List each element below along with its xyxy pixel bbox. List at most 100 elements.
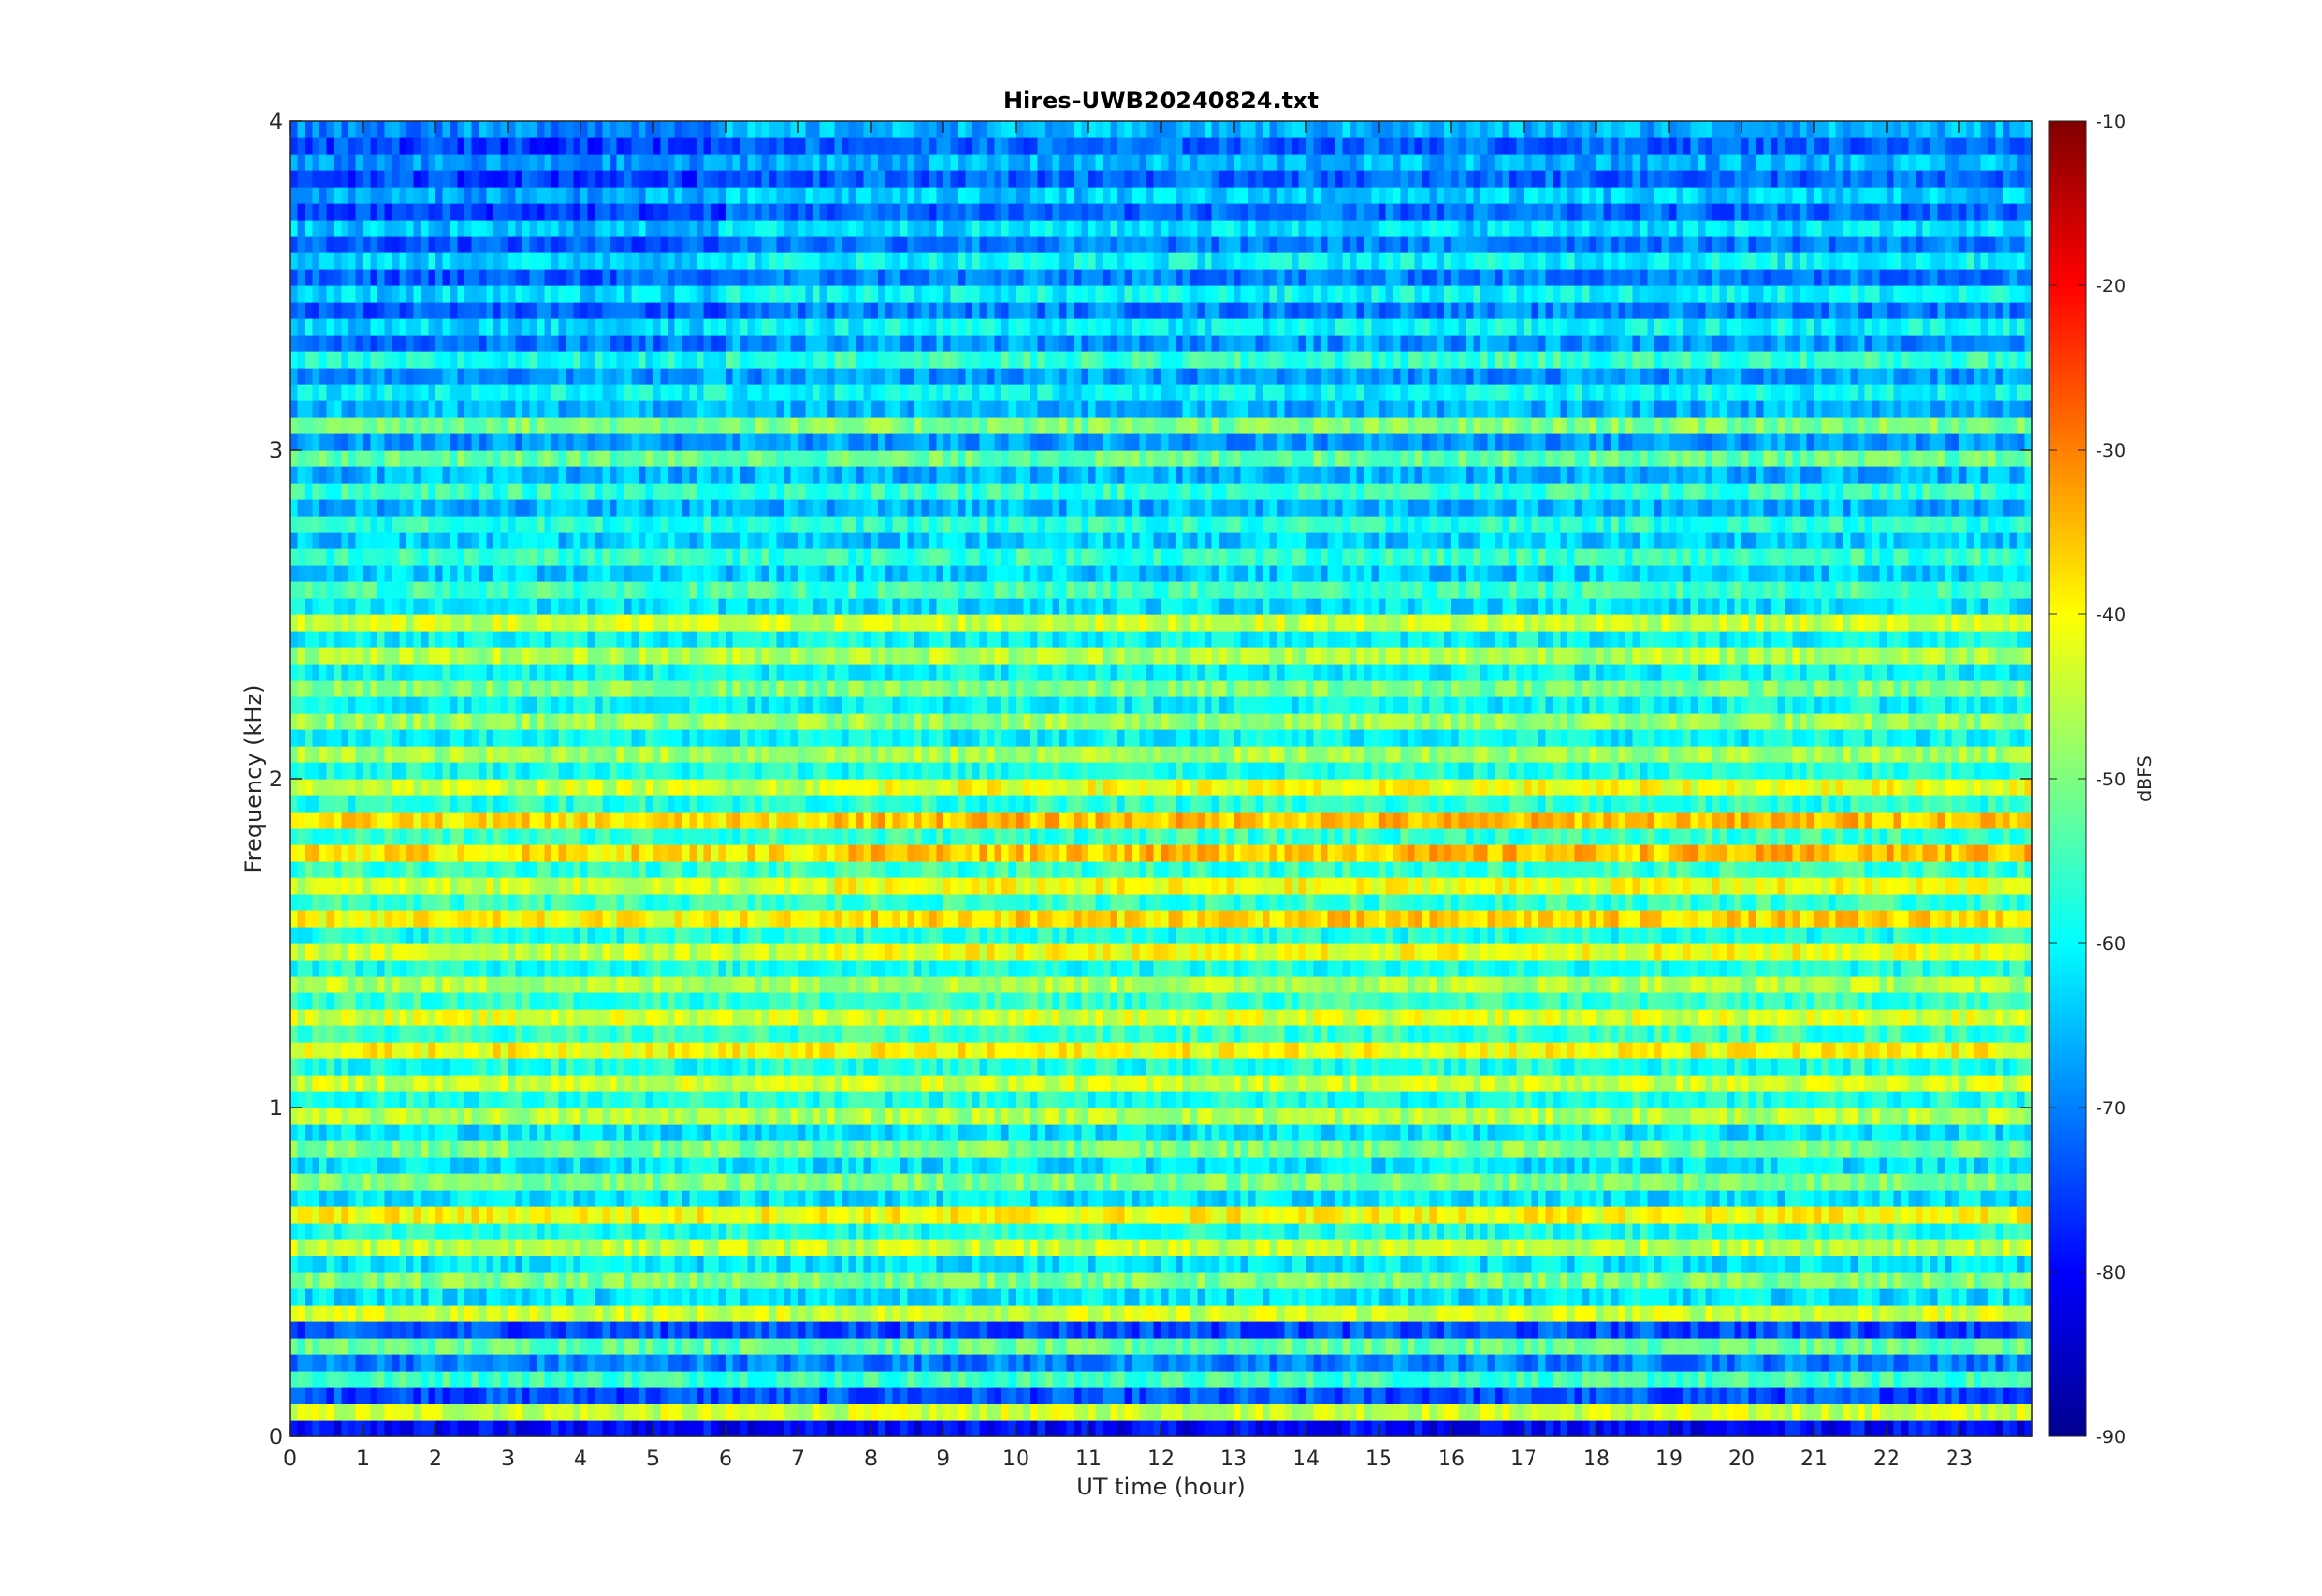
heatmap-cell (1306, 1157, 1315, 1174)
heatmap-cell (479, 1387, 488, 1404)
heatmap-cell (682, 1206, 691, 1224)
heatmap-cell (1843, 1140, 1852, 1158)
heatmap-cell (1625, 1190, 1634, 1207)
heatmap-cell (341, 1223, 349, 1240)
heatmap-cell (1480, 1371, 1489, 1388)
heatmap-cell (1480, 1321, 1489, 1339)
heatmap-cell (1843, 1321, 1852, 1339)
heatmap-cell (798, 1091, 807, 1108)
heatmap-cell (1864, 1190, 1873, 1207)
heatmap-cell (1350, 1091, 1358, 1108)
heatmap-cell (747, 1371, 756, 1388)
heatmap-cell (450, 1223, 459, 1240)
heatmap-cell (718, 1404, 727, 1421)
heatmap-cell (639, 1256, 647, 1273)
heatmap-cell (1255, 1288, 1264, 1306)
heatmap-cell (1284, 1272, 1293, 1289)
heatmap-cell (1422, 1288, 1431, 1306)
heatmap-cell (703, 1321, 712, 1339)
heatmap-cell (1284, 1371, 1293, 1388)
heatmap-cell (2024, 1256, 2033, 1273)
heatmap-cell (1263, 1140, 1271, 1158)
heatmap-cell (1161, 1420, 1170, 1437)
heatmap-cell (1945, 1157, 1953, 1174)
heatmap-cell (1829, 1256, 1837, 1273)
heatmap-cell (1139, 1157, 1147, 1174)
heatmap-cell (936, 1124, 944, 1141)
heatmap-cell (1182, 1108, 1191, 1125)
heatmap-cell (790, 1223, 799, 1240)
heatmap-cell (1829, 1190, 1837, 1207)
heatmap-cell (1516, 1371, 1525, 1388)
heatmap-cell (1661, 1288, 1670, 1306)
heatmap-cell (987, 1108, 996, 1125)
heatmap-cell (1945, 1124, 1953, 1141)
heatmap-cell (428, 1371, 436, 1388)
heatmap-cell (863, 1288, 872, 1306)
heatmap-cell (616, 1190, 625, 1207)
heatmap-cell (1829, 1140, 1837, 1158)
heatmap-cell (1103, 1157, 1112, 1174)
heatmap-cell (2003, 1256, 2011, 1273)
heatmap-cell (878, 1157, 886, 1174)
heatmap-cell (2024, 1305, 2033, 1322)
heatmap-cell (1509, 1256, 1518, 1273)
heatmap-cell (834, 1239, 843, 1256)
heatmap-cell (1654, 1140, 1663, 1158)
heatmap-cell (1008, 1272, 1017, 1289)
heatmap-cell (1887, 1157, 1895, 1174)
heatmap-cell (587, 1288, 596, 1306)
heatmap-cell (1393, 1256, 1402, 1273)
heatmap-cell (1263, 1091, 1271, 1108)
heatmap-cell (610, 1173, 618, 1191)
heatmap-cell (900, 1354, 908, 1372)
heatmap-cell (1364, 1305, 1373, 1322)
heatmap-cell (1596, 1239, 1605, 1256)
heatmap-cell (1742, 1338, 1750, 1355)
heatmap-cell (1719, 1404, 1728, 1421)
heatmap-cell (406, 1239, 415, 1256)
heatmap-cell (2009, 1124, 2018, 1141)
heatmap-cell (958, 1256, 967, 1273)
heatmap-cell (1255, 1140, 1264, 1158)
heatmap-cell (1945, 1239, 1953, 1256)
heatmap-cell (1806, 1338, 1815, 1355)
heatmap-cell (1988, 1354, 1997, 1372)
heatmap-cell (341, 1108, 349, 1125)
heatmap-cell (631, 1190, 640, 1207)
heatmap-cell (508, 1173, 517, 1191)
heatmap-cell (464, 1124, 473, 1141)
heatmap-cell (1676, 1305, 1684, 1322)
heatmap-cell (1429, 1190, 1438, 1207)
heatmap-cell (1400, 1173, 1409, 1191)
heatmap-cell (950, 1387, 959, 1404)
heatmap-cell (1974, 1140, 1982, 1158)
heatmap-cell (1240, 1338, 1249, 1355)
heatmap-cell (1117, 1206, 1126, 1224)
heatmap-cell (1567, 1338, 1576, 1355)
heatmap-cell (1771, 1288, 1779, 1306)
heatmap-cell (1654, 1371, 1663, 1388)
heatmap-cell (406, 1256, 415, 1273)
heatmap-cell (1988, 1140, 1997, 1158)
heatmap-cell (1313, 1305, 1322, 1322)
heatmap-cell (573, 1387, 581, 1404)
heatmap-cell (965, 1206, 973, 1224)
heatmap-cell (1248, 1206, 1257, 1224)
heatmap-cell (1792, 1157, 1801, 1174)
heatmap-cell (413, 1256, 422, 1273)
heatmap-cell (1603, 1420, 1612, 1437)
heatmap-cell (1139, 1305, 1147, 1322)
heatmap-cell (1705, 1404, 1713, 1421)
heatmap-cell (602, 1404, 610, 1421)
heatmap-cell (1321, 1305, 1329, 1322)
heatmap-cell (1705, 1108, 1713, 1125)
heatmap-cell (1618, 1371, 1626, 1388)
heatmap-cell (1524, 1371, 1533, 1388)
heatmap-cell (1001, 1091, 1010, 1108)
heatmap-cell (1661, 1173, 1670, 1191)
heatmap-cell (1045, 1321, 1054, 1339)
heatmap-cell (653, 1420, 662, 1437)
heatmap-cell (515, 1223, 523, 1240)
heatmap-cell (1306, 1272, 1315, 1289)
